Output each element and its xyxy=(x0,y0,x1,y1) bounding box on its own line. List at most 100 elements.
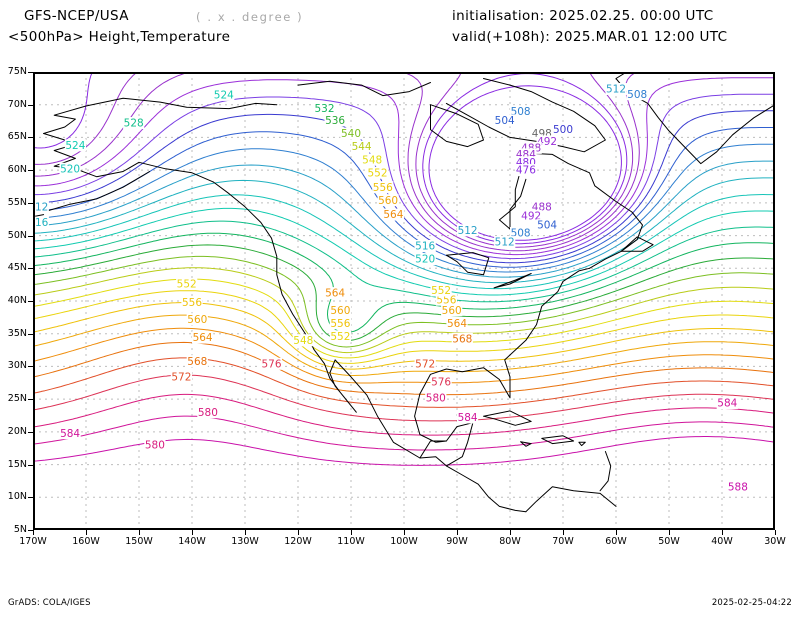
lon-tick xyxy=(404,530,405,535)
contour-label-mask xyxy=(626,88,648,101)
lon-label: 50W xyxy=(658,536,680,547)
contour-label-mask xyxy=(510,105,532,118)
contour-label-mask xyxy=(329,317,351,330)
contour-label-mask xyxy=(377,194,399,207)
contour-label: 536 xyxy=(325,115,345,127)
coastline xyxy=(43,97,278,134)
contour-label: 532 xyxy=(314,103,334,115)
lon-label: 130W xyxy=(231,536,259,547)
lat-label: 75N xyxy=(7,66,27,77)
contour-label-mask xyxy=(451,332,473,345)
contour-label-mask xyxy=(430,376,452,389)
contour-label-mask xyxy=(186,313,208,326)
contour-label-mask xyxy=(324,114,346,127)
units-note: ( . x . degree ) xyxy=(196,10,304,24)
contour-label: 584 xyxy=(458,412,478,424)
contour-label-mask xyxy=(340,127,362,140)
height-contour xyxy=(415,72,634,248)
contour-label-mask xyxy=(372,181,394,194)
height-contour xyxy=(428,85,622,241)
coastline xyxy=(541,435,575,445)
contour-label-mask xyxy=(197,406,219,419)
contour-label: 584 xyxy=(60,428,80,440)
lon-label: 40W xyxy=(711,536,733,547)
contour-label: 560 xyxy=(378,195,398,207)
lon-label: 60W xyxy=(605,536,627,547)
coastline xyxy=(445,465,527,513)
lat-tick xyxy=(28,464,33,466)
lon-tick xyxy=(722,530,723,535)
contour-label-mask xyxy=(457,224,479,237)
lon-tick xyxy=(86,530,87,535)
contour-label-mask xyxy=(260,357,283,370)
contour-label: 492 xyxy=(521,211,541,223)
contour-label-mask xyxy=(716,397,738,410)
contour-label-mask xyxy=(536,219,558,232)
lat-tick xyxy=(28,137,33,139)
lon-tick xyxy=(351,530,352,535)
contour-label-mask xyxy=(144,438,166,451)
contour-label: 508 xyxy=(511,228,531,240)
lon-tick xyxy=(563,530,564,535)
lat-label: 70N xyxy=(7,98,27,110)
coastline xyxy=(297,80,431,97)
height-contour xyxy=(33,357,775,408)
initialisation-time: initialisation: 2025.02.25. 00:00 UTC xyxy=(452,8,714,24)
coastlines xyxy=(33,72,775,513)
contour-label-mask xyxy=(435,293,457,306)
height-contour xyxy=(33,267,775,354)
contour-label: 556 xyxy=(330,318,350,330)
contour-label: 576 xyxy=(431,377,451,389)
contour-label: 548 xyxy=(362,154,382,166)
level-field-title: <500hPa> Height,Temperature xyxy=(8,29,231,45)
lon-tick xyxy=(298,530,299,535)
contour-label-mask xyxy=(446,317,468,330)
contour-label-mask xyxy=(351,140,373,153)
contour-label: 500 xyxy=(553,124,573,136)
height-contour xyxy=(33,93,775,260)
contour-label-mask xyxy=(494,236,516,249)
height-contour xyxy=(33,160,775,278)
contour-label-mask xyxy=(414,240,436,252)
contour-label-mask xyxy=(176,278,198,290)
contour-label: 508 xyxy=(511,106,531,118)
lat-label: 15N xyxy=(7,458,27,470)
contour-label: 580 xyxy=(145,440,165,452)
contour-label: 552 xyxy=(431,285,451,297)
contour-label: 512 xyxy=(458,225,478,237)
lon-label: 160W xyxy=(72,536,100,547)
coastline xyxy=(414,393,447,443)
height-contour xyxy=(33,290,775,364)
height-contour xyxy=(33,327,775,384)
lat-label: 25N xyxy=(7,393,27,405)
contour-label: 492 xyxy=(537,136,557,148)
lat-tick xyxy=(28,301,33,302)
contour-label: 520 xyxy=(415,254,435,266)
lat-tick xyxy=(28,497,33,499)
contour-label-mask xyxy=(425,391,447,404)
height-contour xyxy=(33,143,775,273)
lat-tick xyxy=(28,530,33,531)
contour-label: 524 xyxy=(214,90,234,102)
model-title: GFS-NCEP/USA xyxy=(24,8,129,24)
contour-label-mask xyxy=(33,216,49,229)
contour-label: 476 xyxy=(516,165,536,177)
lon-label: 80W xyxy=(499,536,521,547)
contour-label-mask xyxy=(329,330,351,343)
contour-label: 588 xyxy=(728,481,748,493)
height-contour xyxy=(33,110,775,264)
coastline xyxy=(445,78,606,153)
lat-tick xyxy=(28,170,33,172)
lon-tick xyxy=(139,530,140,535)
height-contour xyxy=(33,341,775,396)
coastline xyxy=(599,451,612,492)
map-panel: 5245285245205125165325365405445485525565… xyxy=(8,66,786,547)
contour-label: 552 xyxy=(367,167,387,179)
contour-plot-area: 5245285245205125165325365405445485525565… xyxy=(33,72,775,530)
contour-label-mask xyxy=(727,480,749,493)
contour-label-mask xyxy=(515,164,537,177)
contour-label: 572 xyxy=(171,372,191,384)
contour-label-mask xyxy=(520,209,542,222)
contour-svg: 5245285245205125165325365405445485525565… xyxy=(33,72,775,530)
coastline xyxy=(578,441,586,447)
